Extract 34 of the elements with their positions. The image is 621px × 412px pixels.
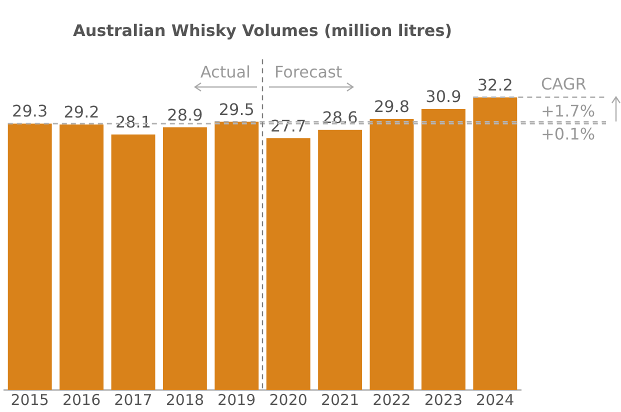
x-tick-label: 2022 [372,390,411,409]
data-label: 29.8 [374,97,410,116]
bar [421,109,466,390]
data-label: 29.5 [218,100,254,119]
data-label: 28.9 [167,105,203,124]
text: +1.7% [541,102,596,121]
data-label: 29.2 [64,102,100,122]
x-tick-label: 2024 [476,390,514,409]
bar [8,124,52,390]
x-tick-label: 2020 [269,390,308,409]
data-label: 32.2 [477,75,513,94]
text: Forecast [274,62,342,82]
bar [473,97,518,390]
data-label: 30.9 [426,87,462,106]
bar [162,127,207,390]
text: +0.1% [541,124,596,144]
bar [266,138,310,390]
bar [370,119,414,390]
x-tick-label: 2018 [166,390,204,409]
x-tick-label: 2016 [62,390,101,409]
bar [60,124,104,390]
bar [318,130,362,390]
text: Actual [200,62,250,82]
data-label: 29.3 [12,102,48,121]
bar [214,122,259,390]
text: CAGR [541,74,586,94]
x-tick-label: 2023 [424,390,463,409]
chart-title: Australian Whisky Volumes (million litres) [72,20,452,40]
x-tick-label: 2015 [10,390,49,409]
x-tick-label: 2021 [320,390,360,409]
x-tick-label: 2019 [218,390,256,409]
x-tick-label: 2017 [114,390,152,409]
bar [111,134,156,390]
data-label: 28.1 [115,112,152,132]
